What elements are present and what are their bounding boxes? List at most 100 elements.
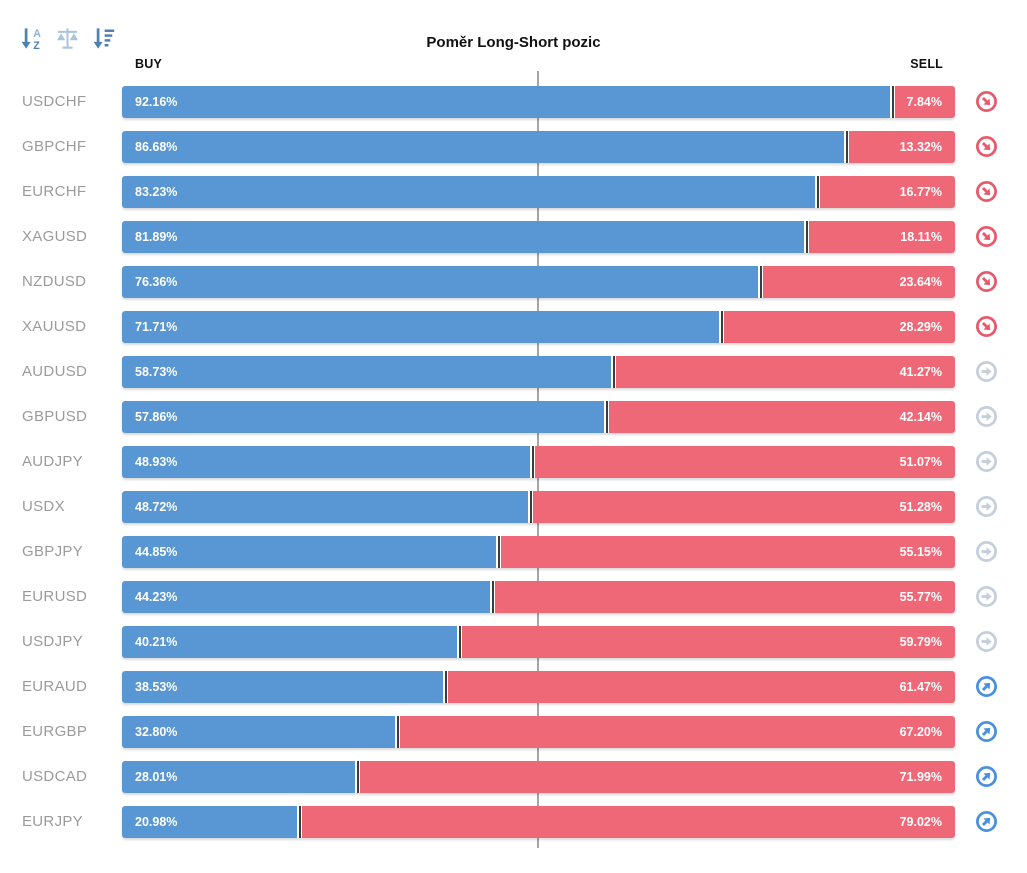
sell-percent-label: 18.11% [900,229,942,244]
sell-bar-segment: 71.99% [360,760,955,793]
buy-percent-label: 20.98% [135,814,178,829]
buy-percent-label: 71.71% [135,319,178,334]
sell-percent-label: 55.77% [899,589,942,604]
sell-column-label: SELL [910,57,943,71]
trend-down-icon[interactable] [972,225,1000,248]
long-short-ratio-bar[interactable]: 58.73% 41.27% [122,355,955,388]
symbol-label: GBPJPY [22,543,83,560]
trend-right-icon[interactable] [972,495,1000,518]
segment-divider-line [442,670,448,703]
long-short-ratio-bar[interactable]: 48.93% 51.07% [122,445,955,478]
buy-percent-label: 76.36% [135,274,178,289]
long-short-ratio-bar[interactable]: 81.89% 18.11% [122,220,955,253]
trend-right-icon[interactable] [972,540,1000,563]
long-short-ratio-bar[interactable]: 28.01% 71.99% [122,760,955,793]
sell-percent-label: 71.99% [899,769,942,784]
symbol-label: USDCAD [22,768,88,785]
long-short-ratio-bar[interactable]: 86.68% 13.32% [122,130,955,163]
long-short-ratio-bar[interactable]: 83.23% 16.77% [122,175,955,208]
trend-down-icon[interactable] [972,90,1000,113]
sell-bar-segment: 61.47% [447,670,955,703]
long-short-ratio-bar[interactable]: 38.53% 61.47% [122,670,955,703]
symbol-label: EURCHF [22,183,87,200]
trend-arrow-glyph [975,586,997,607]
trend-down-icon[interactable] [972,270,1000,293]
long-short-ratio-bar[interactable]: 40.21% 59.79% [122,625,955,658]
segment-divider-line [527,490,533,523]
sell-percent-label: 13.32% [899,139,942,154]
trend-right-icon[interactable] [972,585,1000,608]
sell-percent-label: 7.84% [906,94,942,109]
segment-divider-line [529,445,535,478]
trend-arrow-glyph [975,811,997,832]
balance-scale-icon[interactable] [54,25,81,52]
trend-right-icon[interactable] [972,450,1000,473]
buy-percent-label: 83.23% [135,184,178,199]
symbol-label: EURGBP [22,723,88,740]
long-short-ratio-bar[interactable]: 76.36% 23.64% [122,265,955,298]
segment-divider-line [395,715,401,748]
trend-right-icon[interactable] [972,360,1000,383]
buy-bar-segment: 20.98% [122,805,297,838]
segment-divider-line [490,580,496,613]
trend-down-icon[interactable] [972,135,1000,158]
table-row: AUDUSD 58.73% 41.27% [0,349,1027,394]
long-short-ratio-bar[interactable]: 48.72% 51.28% [122,490,955,523]
trend-right-icon[interactable] [972,405,1000,428]
sell-bar-segment: 16.77% [820,175,955,208]
trend-arrow-glyph [975,181,997,202]
table-row: EURUSD 44.23% 55.77% [0,574,1027,619]
sort-amount-icon[interactable] [90,25,117,52]
long-short-ratio-bar[interactable]: 44.23% 55.77% [122,580,955,613]
trend-right-icon[interactable] [972,630,1000,653]
buy-bar-segment: 32.80% [122,715,396,748]
buy-bar-segment: 48.93% [122,445,530,478]
long-short-ratio-bar[interactable]: 20.98% 79.02% [122,805,955,838]
trend-arrow-glyph [975,91,997,112]
long-short-ratio-bar[interactable]: 71.71% 28.29% [122,310,955,343]
svg-text:Z: Z [33,40,40,52]
sell-bar-segment: 13.32% [849,130,955,163]
rows: USDCHF 92.16% 7.84% GBPCHF 86.68% 13.32%… [0,79,1027,844]
table-row: GBPUSD 57.86% 42.14% [0,394,1027,439]
trend-down-icon[interactable] [972,180,1000,203]
chart-title: Poměr Long-Short pozic [426,34,601,51]
trend-arrow-glyph [975,451,997,472]
sort-alphabetical-icon[interactable]: A Z [18,25,45,52]
sell-bar-segment: 51.28% [532,490,955,523]
trend-up-icon[interactable] [972,720,1000,743]
table-row: USDCAD 28.01% 71.99% [0,754,1027,799]
sort-toolbar: A Z [18,25,117,52]
trend-arrow-glyph [975,496,997,517]
segment-divider-line [815,175,821,208]
buy-bar-segment: 92.16% [122,85,890,118]
trend-arrow-glyph [975,226,997,247]
trend-up-icon[interactable] [972,810,1000,833]
buy-percent-label: 48.93% [135,454,178,469]
symbol-label: XAGUSD [22,228,88,245]
table-row: USDCHF 92.16% 7.84% [0,79,1027,124]
segment-divider-line [889,85,895,118]
trend-arrow-glyph [975,406,997,427]
long-short-ratio-bar[interactable]: 57.86% 42.14% [122,400,955,433]
trend-up-icon[interactable] [972,675,1000,698]
long-short-ratio-bar[interactable]: 44.85% 55.15% [122,535,955,568]
sell-bar-segment: 55.15% [500,535,955,568]
buy-bar-segment: 38.53% [122,670,443,703]
segment-divider-line [719,310,725,343]
buy-bar-segment: 81.89% [122,220,805,253]
long-short-ratio-bar[interactable]: 32.80% 67.20% [122,715,955,748]
trend-up-icon[interactable] [972,765,1000,788]
long-short-ratio-bar[interactable]: 92.16% 7.84% [122,85,955,118]
sell-percent-label: 61.47% [899,679,942,694]
sell-bar-segment: 67.20% [400,715,955,748]
sell-bar-segment: 55.77% [495,580,955,613]
sell-percent-label: 16.77% [899,184,942,199]
buy-percent-label: 38.53% [135,679,178,694]
sell-percent-label: 42.14% [899,409,942,424]
symbol-label: EURUSD [22,588,88,605]
buy-bar-segment: 28.01% [122,760,356,793]
trend-down-icon[interactable] [972,315,1000,338]
sell-percent-label: 51.07% [899,454,942,469]
buy-bar-segment: 48.72% [122,490,528,523]
